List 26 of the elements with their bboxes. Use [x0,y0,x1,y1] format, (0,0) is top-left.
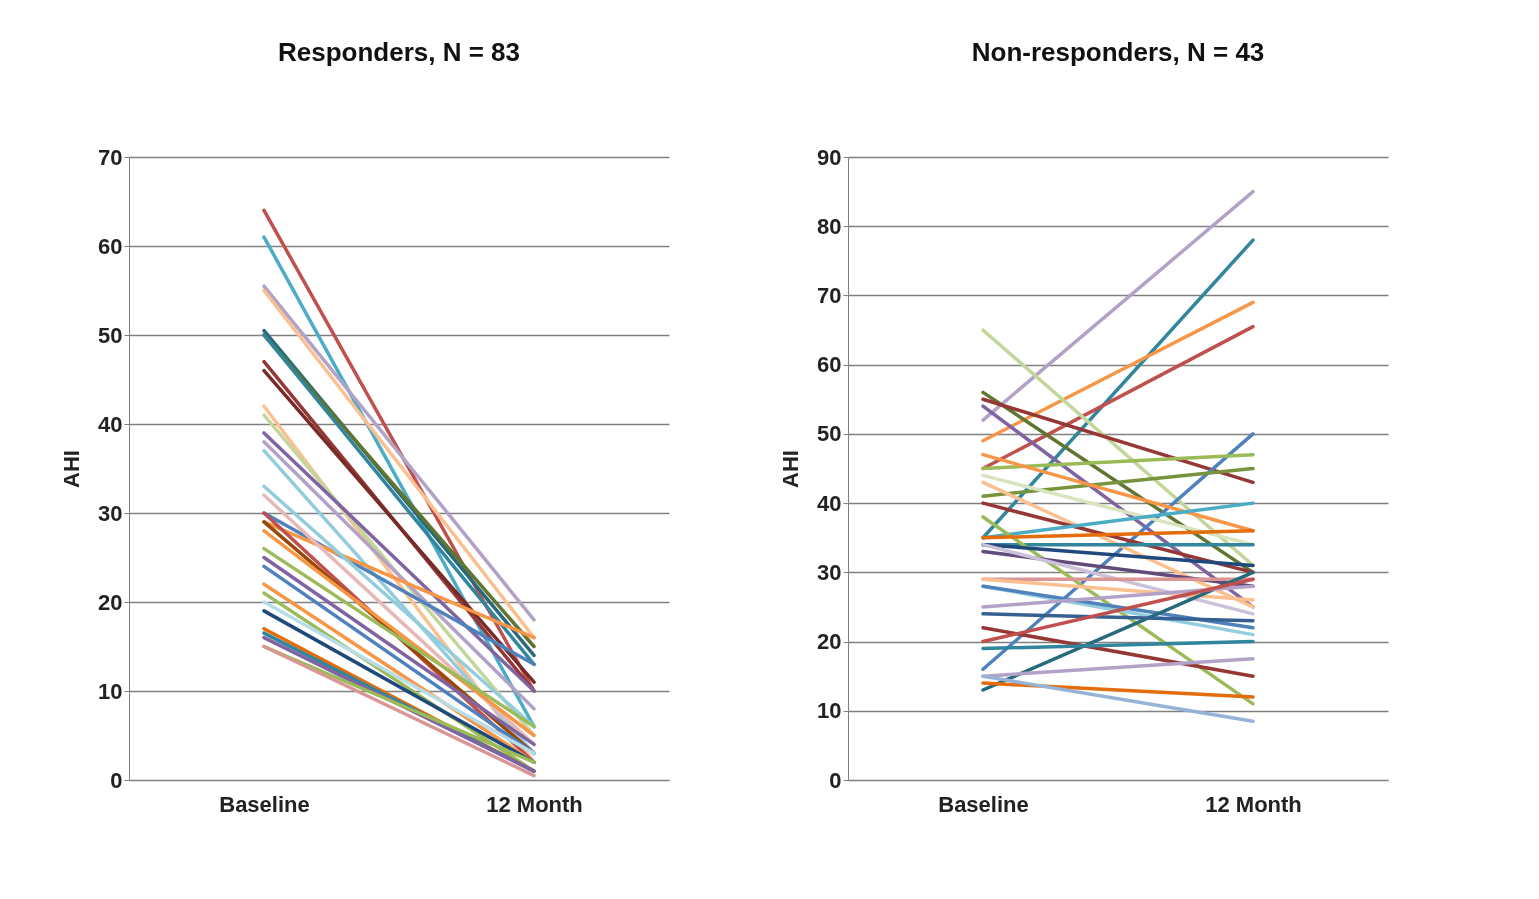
y-tick-label: 70 [98,144,123,170]
chart-title: Responders, N = 83 [277,37,521,67]
y-tick-label: 60 [98,233,123,259]
y-tick-label: 90 [817,144,842,170]
y-tick-label: 10 [817,698,842,724]
y-tick-label: 80 [817,213,842,239]
y-tick-label: 10 [98,678,123,704]
y-axis-title: AHI [778,450,804,488]
y-tick-label: 50 [817,421,842,447]
y-tick-label: 60 [817,352,842,378]
x-tick-label: 12 Month [486,791,583,817]
y-tick-label: 30 [817,559,842,585]
x-tick-label: Baseline [938,791,1029,817]
x-tick-label: Baseline [219,791,310,817]
y-tick-label: 50 [98,322,123,348]
y-tick-label: 0 [110,767,123,793]
y-tick-label: 20 [817,629,842,655]
y-tick-label: 40 [817,490,842,516]
y-tick-label: 30 [98,500,123,526]
y-tick-label: 20 [98,589,123,615]
y-axis-title: AHI [59,450,85,488]
x-tick-label: 12 Month [1205,791,1302,817]
chart-title: Non-responders, N = 43 [971,37,1265,67]
y-tick-label: 70 [817,282,842,308]
y-tick-label: 0 [829,767,842,793]
y-tick-label: 40 [98,411,123,437]
